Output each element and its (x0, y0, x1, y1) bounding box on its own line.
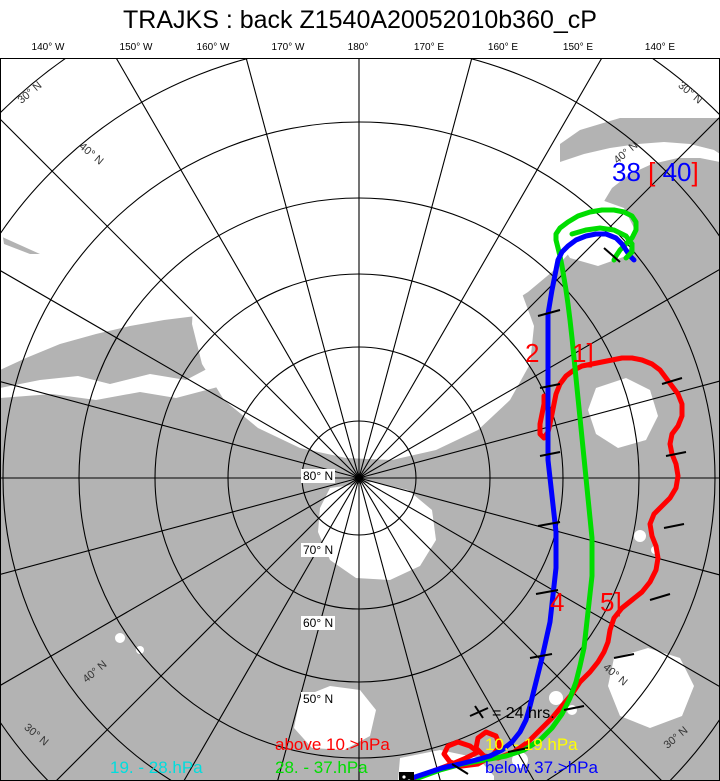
map-canvas: 80° N 70° N 60° N 50° N 30° N 40° N 30° N 40° … (0, 58, 720, 781)
longitude-label: 150° E (562, 42, 594, 53)
longitude-label: 180° (347, 42, 369, 53)
trajectory-segment-green-top (569, 225, 635, 261)
longitude-label: 170° E (413, 42, 445, 53)
longitude-label: 170° W (271, 42, 305, 53)
origin-marker[interactable] (399, 772, 414, 781)
tick-sample-glyph (469, 705, 489, 719)
longitude-label: 140° E (644, 42, 676, 53)
page-title: TRAJKS : back Z1540A20052010b360_cP (123, 5, 597, 34)
map-graphic (0, 58, 720, 781)
longitude-label: 160° E (487, 42, 519, 53)
longitude-label: 160° W (196, 42, 230, 53)
time-tick-marks (451, 247, 687, 775)
title-bar: TRAJKS : back Z1540A20052010b360_cP (0, 0, 720, 40)
trajectory-path-blue (403, 231, 637, 781)
longitude-label: 140° W (31, 42, 65, 53)
meridian-lines (0, 58, 720, 781)
trajectory-path-green (415, 207, 639, 781)
longitude-axis: 140° W 150° W 160° W 170° W 180° 170° E 160° E… (0, 40, 720, 58)
longitude-label: 150° W (119, 42, 153, 53)
